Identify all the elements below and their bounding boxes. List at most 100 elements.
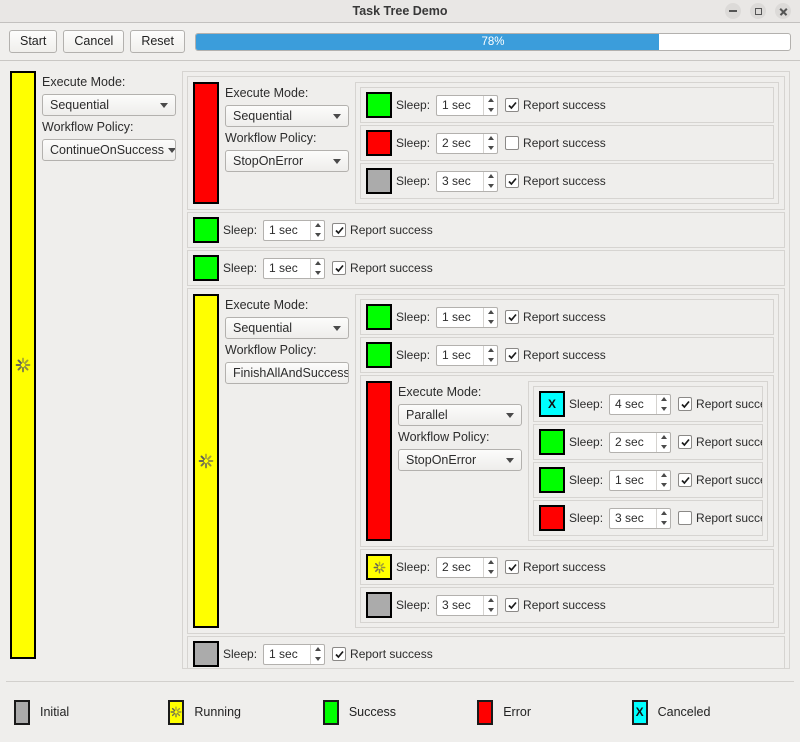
reset-button[interactable]: Reset xyxy=(130,30,185,53)
children-panel: Sleep: 1 sec Report success Sleep: 2 sec Repo… xyxy=(355,82,779,204)
report-success-checkbox[interactable] xyxy=(332,223,347,237)
spin-up-button[interactable] xyxy=(311,221,324,231)
spin-buttons xyxy=(310,644,324,664)
spin-down-button[interactable] xyxy=(657,404,670,414)
sleep-duration-spinbox[interactable]: 2 sec xyxy=(436,132,499,154)
spin-down-button[interactable] xyxy=(657,442,670,452)
sleep-duration-spinbox[interactable]: 3 sec xyxy=(436,594,499,616)
sleep-duration-spinbox[interactable]: 4 sec xyxy=(609,393,672,415)
spin-down-button[interactable] xyxy=(484,317,497,327)
spin-up-button[interactable] xyxy=(484,134,497,144)
spin-down-button[interactable] xyxy=(484,355,497,365)
sleep-duration-spinbox[interactable]: 1 sec xyxy=(263,257,326,279)
execute-mode-select[interactable]: Sequential xyxy=(225,317,349,339)
sleep-duration-spinbox[interactable]: 3 sec xyxy=(609,507,672,529)
sleep-duration-spinbox[interactable]: 1 sec xyxy=(609,469,672,491)
sleep-duration-spinbox[interactable]: 1 sec xyxy=(436,94,499,116)
legend-square-canceled: X xyxy=(631,699,648,725)
spin-down-button[interactable] xyxy=(484,105,497,115)
sleep-duration-value: 1 sec xyxy=(269,261,298,275)
report-success-checkbox[interactable] xyxy=(332,647,347,661)
start-button[interactable]: Start xyxy=(9,30,58,53)
close-icon xyxy=(779,7,788,16)
spin-up-button[interactable] xyxy=(484,558,497,568)
sleep-duration-spinbox[interactable]: 1 sec xyxy=(436,344,499,366)
report-success-checkbox[interactable] xyxy=(505,98,520,112)
workflow-policy-select[interactable]: FinishAllAndSuccess xyxy=(225,362,349,384)
sleep-duration-value: 2 sec xyxy=(442,136,471,150)
spin-down-button[interactable] xyxy=(484,605,497,615)
report-success-checkbox[interactable] xyxy=(678,397,693,411)
spin-buttons xyxy=(483,345,497,365)
cancel-button[interactable]: Cancel xyxy=(63,30,125,53)
minimize-icon xyxy=(729,10,737,12)
close-button[interactable] xyxy=(775,3,791,19)
sleep-label: Sleep: xyxy=(223,647,258,661)
sleep-duration-spinbox[interactable]: 1 sec xyxy=(263,643,326,665)
status-bar-error xyxy=(366,381,392,541)
sleep-duration-spinbox[interactable]: 2 sec xyxy=(436,556,499,578)
arrow-down-icon xyxy=(487,569,494,574)
sleep-label: Sleep: xyxy=(223,261,258,275)
spin-up-button[interactable] xyxy=(311,645,324,655)
spin-down-button[interactable] xyxy=(484,567,497,577)
report-success-checkbox[interactable] xyxy=(505,560,520,574)
sleep-duration-spinbox[interactable]: 2 sec xyxy=(609,431,672,453)
spin-up-button[interactable] xyxy=(657,395,670,405)
spin-down-button[interactable] xyxy=(484,143,497,153)
sleep-duration-spinbox[interactable]: 1 sec xyxy=(263,219,326,241)
report-success-checkbox[interactable] xyxy=(678,435,693,449)
workflow-policy-label: Workflow Policy: xyxy=(225,343,317,357)
report-success-checkbox[interactable] xyxy=(678,473,693,487)
workflow-policy-select[interactable]: StopOnError xyxy=(225,150,349,172)
spinner-icon xyxy=(198,453,214,469)
legend-square-initial xyxy=(14,699,30,725)
report-success-checkbox[interactable] xyxy=(505,174,520,188)
spin-up-button[interactable] xyxy=(484,346,497,356)
sleep-duration-spinbox[interactable]: 1 sec xyxy=(436,306,499,328)
report-success-checkbox[interactable] xyxy=(505,348,520,362)
workflow-policy-select[interactable]: ContinueOnSuccess xyxy=(42,139,176,161)
execute-mode-select[interactable]: Sequential xyxy=(225,105,349,127)
execute-mode-select[interactable]: Sequential xyxy=(42,94,176,116)
report-success-checkbox[interactable] xyxy=(505,310,520,324)
workflow-policy-select[interactable]: StopOnError xyxy=(398,449,522,471)
maximize-button[interactable] xyxy=(750,3,766,19)
sleep-duration-value: 3 sec xyxy=(615,511,644,525)
spin-up-button[interactable] xyxy=(484,596,497,606)
sleep-task: Sleep: 2 sec Report success xyxy=(360,125,774,161)
minimize-button[interactable] xyxy=(725,3,741,19)
report-success-checkbox[interactable] xyxy=(505,136,520,150)
arrow-down-icon xyxy=(660,444,667,449)
spin-down-button[interactable] xyxy=(311,654,324,664)
spin-down-button[interactable] xyxy=(657,518,670,528)
report-success-checkbox[interactable] xyxy=(505,598,520,612)
spin-up-button[interactable] xyxy=(311,259,324,269)
spin-up-button[interactable] xyxy=(657,509,670,519)
spin-up-button[interactable] xyxy=(657,433,670,443)
report-success-checkbox[interactable] xyxy=(332,261,347,275)
spin-down-button[interactable] xyxy=(484,181,497,191)
status-square-success xyxy=(193,217,219,243)
spin-up-button[interactable] xyxy=(657,471,670,481)
spin-buttons xyxy=(656,394,670,414)
check-icon xyxy=(507,563,517,571)
arrow-down-icon xyxy=(487,107,494,112)
status-square-canceled: X xyxy=(539,391,565,417)
spin-down-button[interactable] xyxy=(311,268,324,278)
sleep-label: Sleep: xyxy=(396,174,431,188)
arrow-up-icon xyxy=(314,223,321,228)
sleep-duration-value: 4 sec xyxy=(615,397,644,411)
spin-down-button[interactable] xyxy=(311,230,324,240)
status-square-success xyxy=(539,429,565,455)
spin-up-button[interactable] xyxy=(484,172,497,182)
chevron-down-icon xyxy=(333,158,341,164)
report-success-checkbox[interactable] xyxy=(678,511,693,525)
sleep-duration-spinbox[interactable]: 3 sec xyxy=(436,170,499,192)
spin-up-button[interactable] xyxy=(484,308,497,318)
spin-up-button[interactable] xyxy=(484,96,497,106)
spin-down-button[interactable] xyxy=(657,480,670,490)
execute-mode-select[interactable]: Parallel xyxy=(398,404,522,426)
status-square-success xyxy=(366,92,392,118)
execute-mode-select-value: Sequential xyxy=(233,109,293,123)
